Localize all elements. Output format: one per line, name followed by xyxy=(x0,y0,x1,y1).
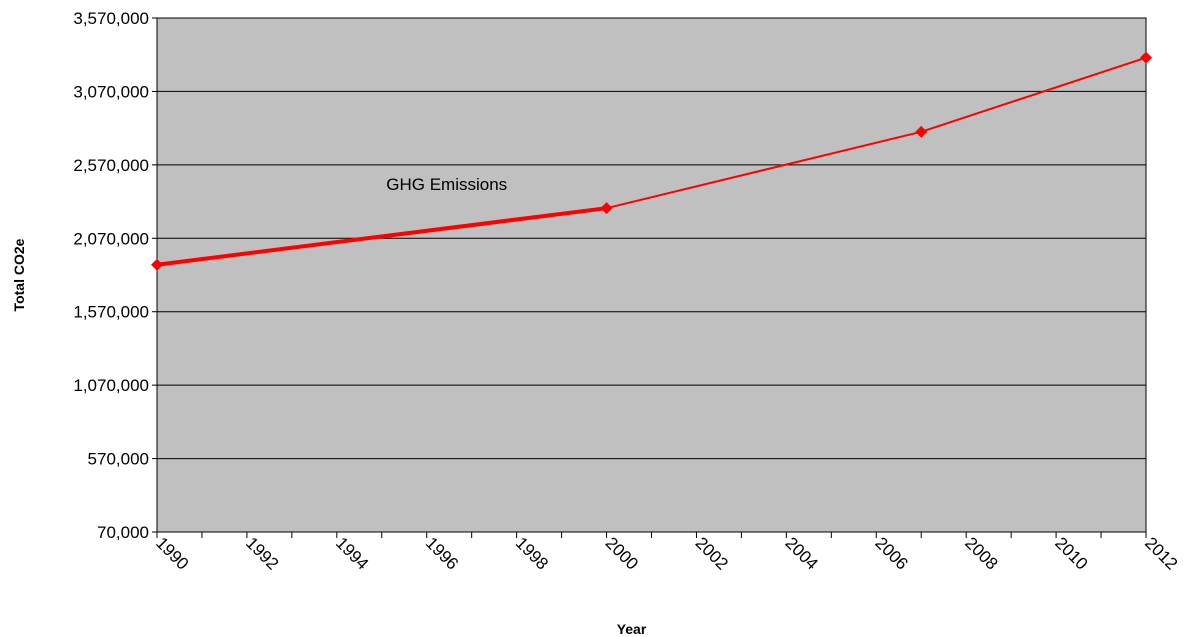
x-tick-label: 2010 xyxy=(1051,533,1091,573)
data-point-marker xyxy=(1140,51,1152,64)
plot-area xyxy=(156,17,1147,533)
x-tick-label: 2004 xyxy=(782,533,822,573)
y-tick-label: 2,070,000 xyxy=(73,229,149,248)
x-tick-label: 2000 xyxy=(602,533,642,573)
data-point-marker xyxy=(915,125,928,138)
x-tick-label: 1994 xyxy=(332,533,372,573)
series xyxy=(151,51,1152,271)
x-tick-label: 1992 xyxy=(242,533,282,573)
y-tick-label: 70,000 xyxy=(97,523,149,542)
y-tick-label: 3,070,000 xyxy=(73,82,149,101)
x-tick-label: 2006 xyxy=(871,533,911,573)
gridlines xyxy=(157,17,1146,533)
x-axis-title: Year xyxy=(617,621,647,637)
x-tick-label: 1990 xyxy=(152,533,192,573)
x-tick-label: 2008 xyxy=(961,533,1001,573)
y-axis-title: Total CO2e xyxy=(11,238,27,311)
data-point-marker xyxy=(600,202,613,215)
series-annotation: GHG Emissions xyxy=(386,175,507,194)
data-point-marker xyxy=(151,258,163,271)
x-tick-label: 1998 xyxy=(512,533,552,573)
x-tick-label: 2012 xyxy=(1141,533,1181,573)
series-line-segment xyxy=(155,206,609,267)
y-tick-label: 1,070,000 xyxy=(73,376,149,395)
y-tick-label: 570,000 xyxy=(88,450,149,469)
series-line-segment xyxy=(920,56,1147,133)
y-tick-label: 1,570,000 xyxy=(73,303,149,322)
x-tick-label: 2002 xyxy=(692,533,732,573)
series-line-segment xyxy=(605,130,923,210)
y-tick-label: 2,570,000 xyxy=(73,156,149,175)
y-tick-label: 3,570,000 xyxy=(73,9,149,28)
axes xyxy=(152,17,1147,538)
x-tick-label: 1996 xyxy=(422,533,462,573)
